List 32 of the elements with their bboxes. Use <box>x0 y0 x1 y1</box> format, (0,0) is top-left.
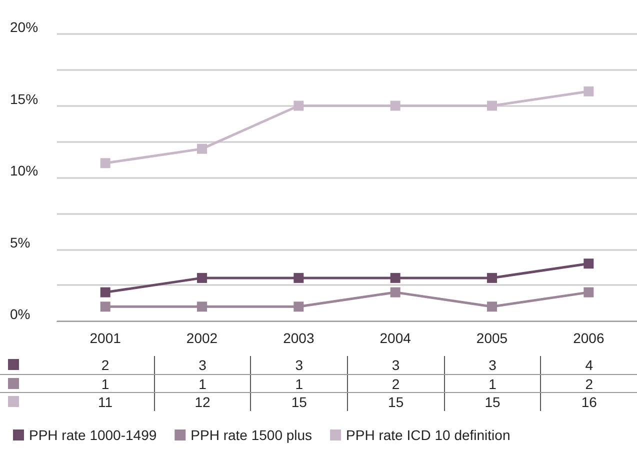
data-label: 2 <box>540 375 637 393</box>
data-label: 3 <box>347 356 444 374</box>
y-tick-label: 20% <box>10 19 38 35</box>
data-label: 1 <box>250 375 347 393</box>
data-label: 1 <box>444 375 540 393</box>
legend-label: PPH rate 1500 plus <box>190 427 312 443</box>
data-label: 1 <box>154 375 250 393</box>
x-tick-label: 2004 <box>380 330 412 346</box>
data-label: 3 <box>444 356 540 374</box>
x-tick-label: 2005 <box>476 330 508 346</box>
data-label: 16 <box>540 393 637 411</box>
x-tick-label: 2003 <box>283 330 314 346</box>
data-label: 1 <box>100 375 110 393</box>
y-tick-label: 5% <box>10 234 30 250</box>
x-tick-label: 2006 <box>573 330 604 346</box>
data-label: 15 <box>250 393 347 411</box>
legend-label: PPH rate ICD 10 definition <box>346 427 510 443</box>
data-label: 3 <box>250 356 347 374</box>
y-tick-label: 0% <box>10 306 30 322</box>
data-label: 4 <box>540 356 637 374</box>
legend-label: PPH rate 1000-1499 <box>29 427 157 443</box>
x-tick-label: 2002 <box>186 330 218 346</box>
data-label: 11 <box>97 393 114 411</box>
data-label: 15 <box>444 393 540 411</box>
data-label: 12 <box>154 393 250 411</box>
y-tick-label: 10% <box>10 162 38 178</box>
y-tick-label: 15% <box>10 90 38 107</box>
x-tick-label: 2001 <box>90 330 122 346</box>
data-label: 3 <box>154 356 250 374</box>
data-label: 2 <box>100 356 110 374</box>
data-label: 2 <box>347 375 444 393</box>
data-label: 15 <box>347 393 444 411</box>
